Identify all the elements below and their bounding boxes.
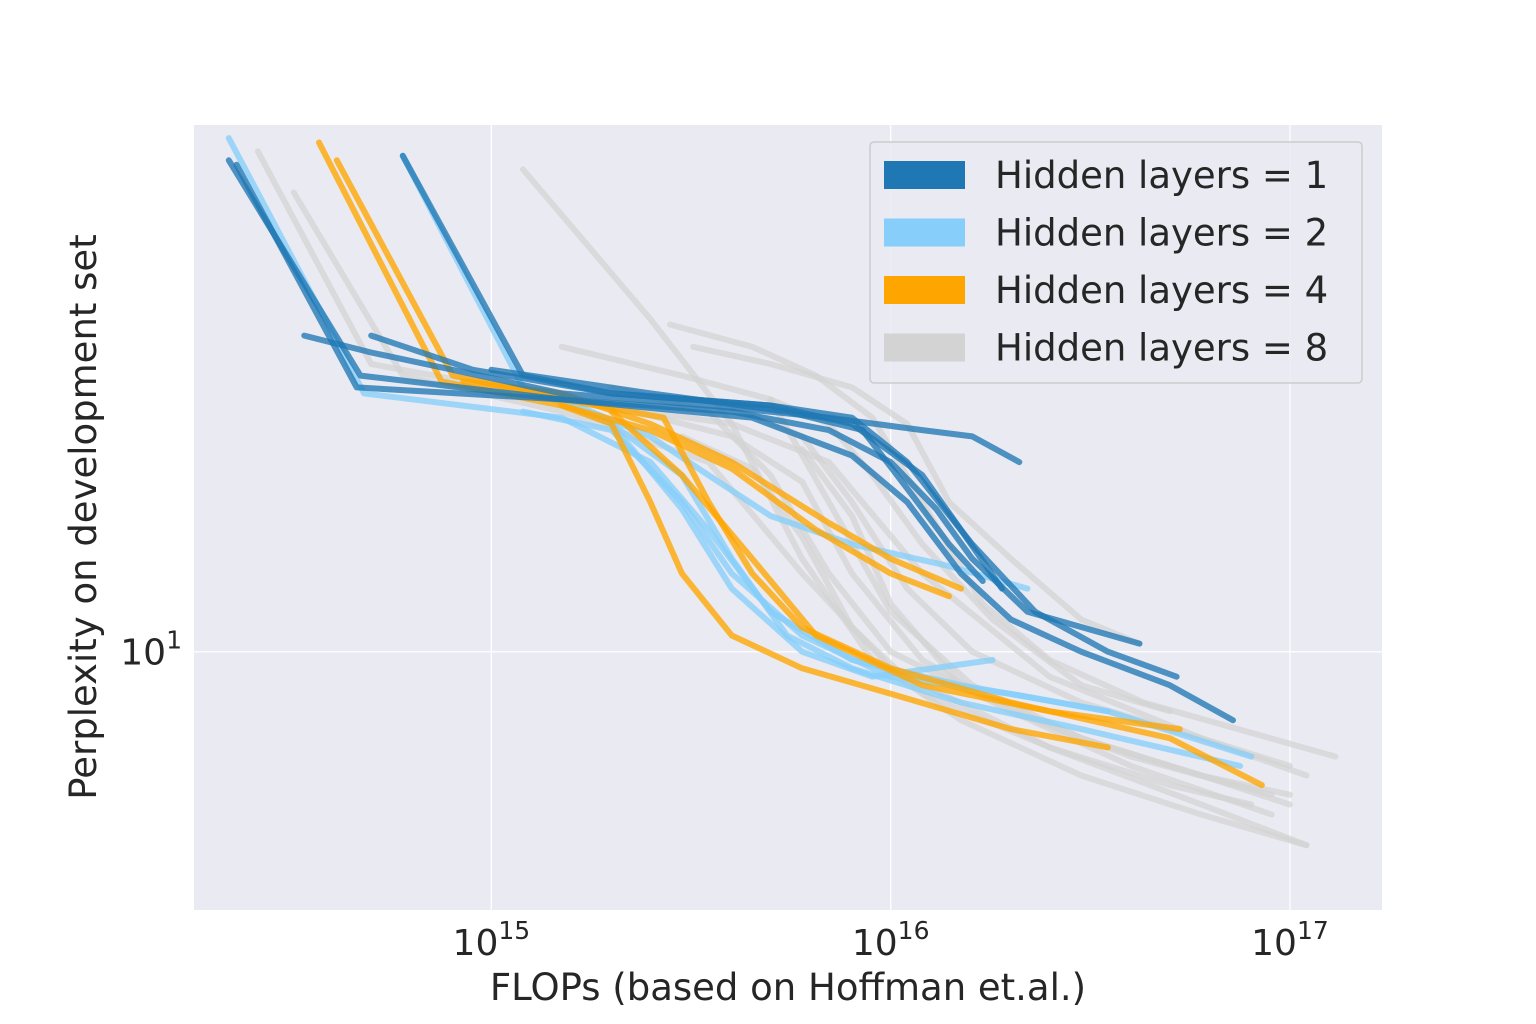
legend: Hidden layers = 1 Hidden layers = 2 Hidden… — [869, 141, 1363, 384]
series-line — [558, 402, 952, 600]
legend-swatch — [884, 276, 965, 304]
x-tick-label: 1016 — [852, 916, 930, 964]
series-lines — [225, 135, 1339, 849]
x-axis-label: FLOPs (based on Hoffman et.al.) — [490, 966, 1086, 1009]
x-tick-labels: 1015 1016 1017 — [453, 916, 1329, 964]
x-tick-label: 1017 — [1251, 916, 1329, 964]
series-line — [558, 396, 1031, 592]
legend-label: Hidden layers = 8 — [995, 327, 1328, 370]
legend-label: Hidden layers = 4 — [995, 269, 1328, 312]
x-tick-label: 1015 — [453, 916, 531, 964]
series-line — [254, 148, 1310, 779]
series-line — [690, 343, 1143, 647]
series-group — [225, 152, 1236, 724]
legend-label: Hidden layers = 1 — [995, 154, 1328, 197]
legend-swatch — [884, 218, 965, 247]
legend-label: Hidden layers = 2 — [995, 212, 1328, 255]
series-line — [488, 366, 986, 584]
y-axis-label: Perplexity on development set — [62, 234, 105, 799]
legend-frame — [869, 141, 1363, 384]
y-tick-label: 101 — [120, 626, 182, 674]
legend-swatch — [884, 333, 965, 362]
series-line — [608, 408, 1183, 733]
series-group — [254, 148, 1339, 849]
legend-swatch — [884, 161, 965, 189]
y-tick-labels: 101 — [120, 626, 182, 674]
series-line — [301, 332, 1023, 466]
series-line — [233, 161, 1236, 724]
series-line — [666, 321, 1339, 760]
